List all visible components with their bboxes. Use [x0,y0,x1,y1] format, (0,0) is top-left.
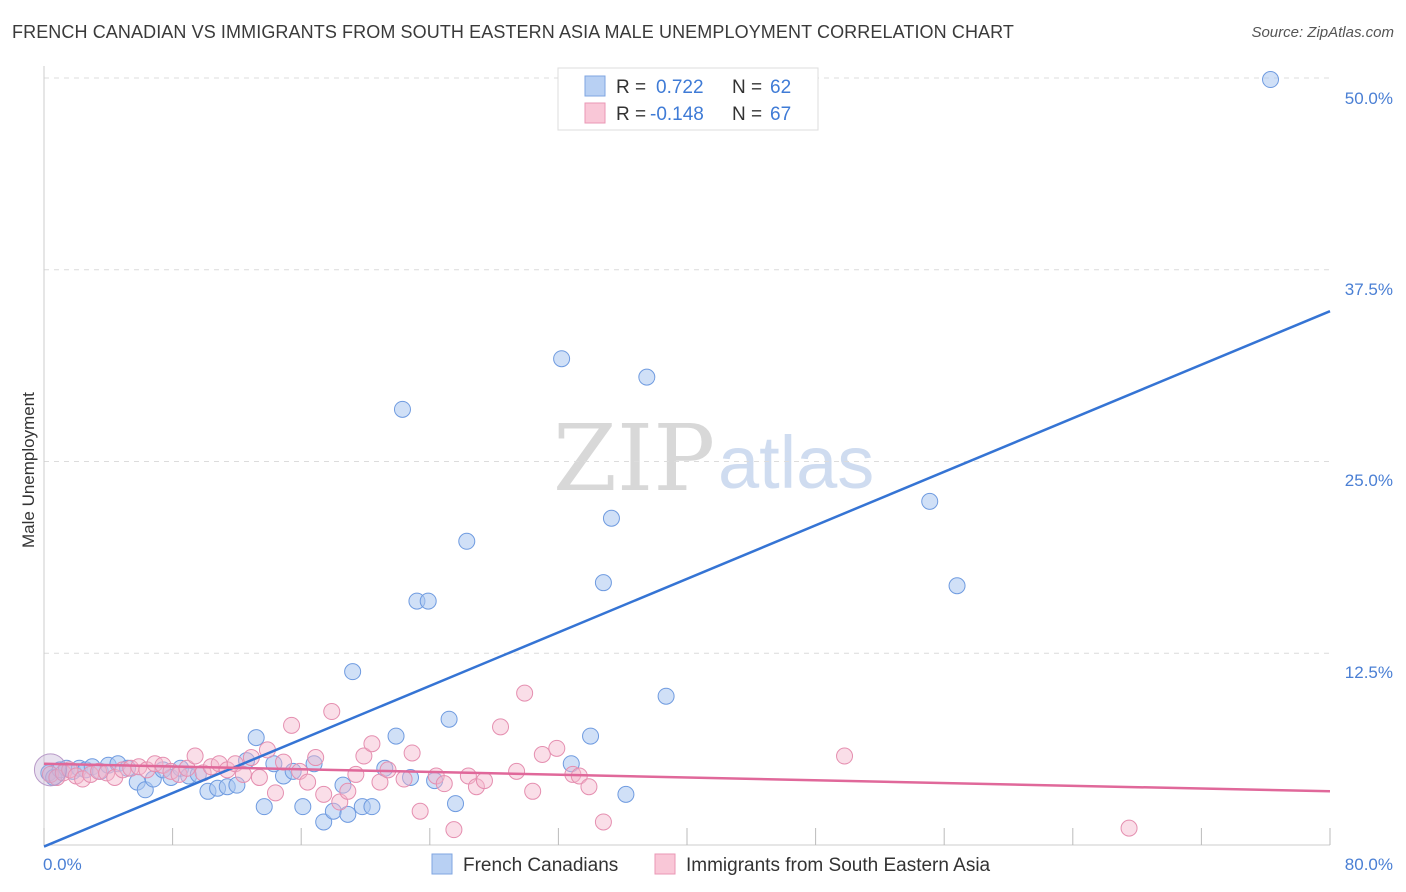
legend-r-value: 0.722 [656,77,704,98]
point-se-asia [594,813,612,831]
point-se-asia [315,785,333,803]
point-french-canadian [594,574,612,592]
point-french-canadian [582,727,600,745]
point-french-canadian [553,350,571,368]
point-se-asia [524,782,542,800]
point-se-asia [445,821,463,839]
point-french-canadian [617,785,635,803]
point-french-canadian [638,368,656,386]
point-se-asia [355,747,373,765]
point-french-canadian [1262,71,1280,89]
point-se-asia [347,765,365,783]
point-se-asia [492,718,510,736]
point-french-canadian [255,798,273,816]
legend-n-value: 67 [770,104,791,125]
point-cluster [33,753,67,787]
legend-swatch-blue [584,75,606,97]
point-french-canadian [402,769,420,787]
point-se-asia [836,747,854,765]
point-french-canadian [344,663,362,681]
point-se-asia [580,778,598,796]
legend-n-label: N = [732,77,762,98]
point-se-asia [516,684,534,702]
series-legend: French Canadians Immigrants from South E… [431,853,991,876]
legend-n-label: N = [732,104,762,125]
legend-swatch-pink [654,853,676,875]
point-se-asia [283,716,301,734]
point-se-asia [1120,819,1138,837]
point-se-asia [275,753,293,771]
point-se-asia [74,770,92,788]
chart-title: FRENCH CANADIAN VS IMMIGRANTS FROM SOUTH… [12,22,1015,42]
point-se-asia [299,773,317,791]
legend-r-label: R = [616,104,646,125]
point-se-asia [250,769,268,787]
point-french-canadian [562,755,580,773]
point-french-canadian [339,805,357,823]
point-se-asia [363,735,381,753]
point-french-canadian [948,577,966,595]
y-tick-label: 25.0% [1345,471,1393,490]
point-french-canadian [458,532,476,550]
point-french-canadian [247,729,265,747]
x-tick-label-max: 80.0% [1345,855,1393,874]
point-se-asia [508,762,526,780]
point-se-asia [411,802,429,820]
legend-series-label: French Canadians [463,855,618,876]
point-se-asia [178,759,196,777]
point-se-asia [186,747,204,765]
legend-r-value: -0.148 [650,104,704,125]
trend-lines [43,310,1331,848]
point-french-canadian [294,798,312,816]
x-tick-label-min: 0.0% [43,855,82,874]
point-french-canadian [305,755,323,773]
point-se-asia [323,703,341,721]
point-french-canadian [447,795,465,813]
legend-r-label: R = [616,77,646,98]
point-se-asia [475,772,493,790]
axes [43,66,1331,846]
point-se-asia [435,775,453,793]
watermark-zip: ZIP [553,405,715,512]
legend-series-label: Immigrants from South Eastern Asia [686,855,991,876]
point-se-asia [548,739,566,757]
gridlines [44,77,1330,654]
point-french-canadian [387,727,405,745]
watermark-atlas: atlas [718,421,874,504]
point-french-canadian [393,400,411,418]
point-se-asia [533,745,551,763]
point-french-canadian [315,813,333,831]
point-french-canadian [657,687,675,705]
point-se-asia [371,773,389,791]
trend-line-se-asia [43,762,1331,793]
source-label: Source: ZipAtlas.com [1251,24,1394,41]
point-french-canadian [363,798,381,816]
series-immigrants-se-asia [33,684,1138,839]
point-french-canadian [419,592,437,610]
point-se-asia [266,784,284,802]
stats-legend: R = 0.722 N = 62 R = -0.148 N = 67 [557,67,819,131]
point-se-asia [234,765,252,783]
y-tick-label: 37.5% [1345,280,1393,299]
point-french-canadian [921,492,939,510]
point-french-canadian [440,710,458,728]
legend-swatch-pink [584,102,606,124]
legend-n-value: 62 [770,77,791,98]
trend-line-french-canadians [43,310,1331,848]
point-se-asia [403,744,421,762]
point-se-asia [339,782,357,800]
y-axis-label: Male Unemployment [19,392,38,548]
point-se-asia [307,749,325,767]
legend-swatch-blue [431,853,453,875]
point-se-asia [395,770,413,788]
y-tick-label: 12.5% [1345,663,1393,682]
point-french-canadian [228,776,246,794]
point-french-canadian [602,509,620,527]
y-tick-label: 50.0% [1345,89,1393,108]
